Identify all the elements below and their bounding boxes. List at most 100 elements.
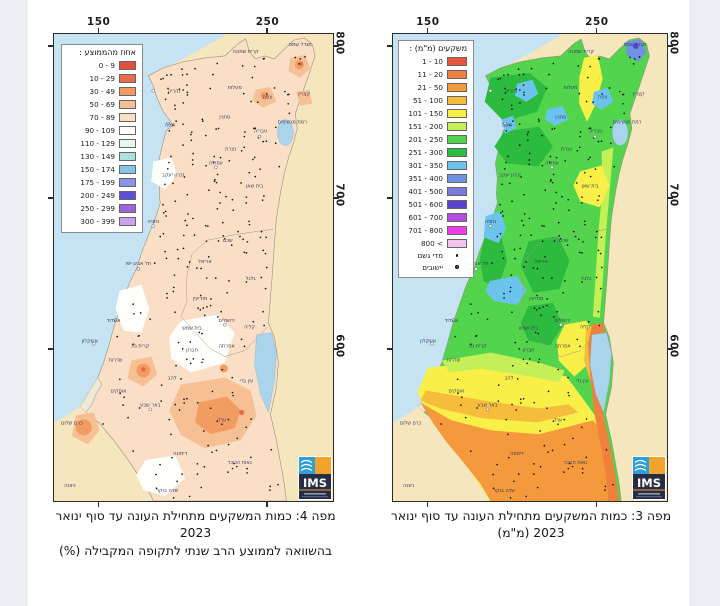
ims-logo: IMS [298,456,332,500]
legend-range-label: 150 - 174 [80,165,115,174]
place-label: אריאל [535,259,548,265]
legend-swatch [119,178,136,187]
y-tick-label: 800 [333,31,346,55]
place-label: תל אביב-יפו [463,261,488,267]
legend-swatch [447,200,467,209]
place-label: באר שבע [478,402,498,408]
tick-mark [595,28,598,33]
legend-row: 30 - 49 [68,85,136,98]
legend-swatch [119,204,136,213]
legend-row: 175 - 199 [68,176,136,189]
legend-swatch [447,122,467,131]
place-label: עין גדי [240,379,253,385]
legend-range-label: 351 - 400 [408,174,443,183]
place-label: בית שאן [581,183,598,189]
legend-swatch [119,61,136,70]
map3-legend: משקעים (מ"מ) : 1 - 10 11 - 20 21 - 50 51 - … [398,40,474,278]
y-tick-label: 700 [667,183,680,207]
place-label: רמת מגשימים [278,120,308,126]
tick-mark [334,348,339,350]
legend-range-label: 130 - 149 [80,152,115,161]
right-gutter [689,0,720,606]
y-tick-label: 600 [667,334,680,358]
place-label: חברון [186,348,198,354]
place-label: קרית גת [469,344,487,350]
place-label: קרית שמונה [568,49,594,55]
place-label: להב [505,375,514,381]
place-label: שדרות [109,358,123,364]
tick-mark [668,197,673,199]
x-tick-label: 250 [585,16,609,28]
place-label: שכם [559,238,569,244]
place-label: שדה בוקר [493,488,515,494]
legend-range-label: 300 - 399 [80,217,115,226]
map3-panel: מגדל שמס קרית שמונה נהריה מעלות צפת קצרין חיפה… [387,16,679,507]
place-label: חברון [523,348,535,354]
legend-row: 101 - 150 [405,107,467,120]
legend-range-label: 201 - 250 [408,135,443,144]
map3-caption-line1: מפה 3: כמות המשקעים מתחילת העונה עד סוף … [390,509,672,523]
place-label: סחנין [555,115,566,121]
place-label: נהריה [168,89,181,95]
tick-mark [426,502,429,507]
legend-swatch [119,165,136,174]
legend-row: 11 - 20 [405,68,467,81]
legend-swatch [447,187,467,196]
place-label: נתניה [485,219,497,225]
logo-sun-square [649,457,665,474]
legend-row: 200 - 249 [68,189,136,202]
legend-range-label: 151 - 200 [408,122,443,131]
place-label: בית שאן [246,183,263,189]
legend-range-label: 601 - 700 [408,213,443,222]
y-tick-label: 700 [333,183,346,207]
legend-swatch [447,226,467,235]
tick-mark [387,45,392,47]
legend-swatch [119,87,136,96]
place-label: קצרין [633,92,645,98]
legend-range-label: 110 - 129 [80,139,115,148]
legend-swatch [447,239,467,248]
legend-swatch [119,139,136,148]
place-label: אריאל [198,259,212,265]
legend-row: 130 - 149 [68,150,136,163]
legend-row: 401 - 500 [405,185,467,198]
place-label: צפת [598,95,607,101]
legend-swatch [447,213,467,222]
legend-swatch [447,96,467,105]
legend-row: 301 - 350 [405,159,467,172]
legend-swatch [119,74,136,83]
legend-title: אחוז מהממוצע : [79,48,136,57]
place-label: כרם שלום [400,420,422,426]
legend-swatch [447,174,467,183]
rain-gauge-dot-icon [455,254,459,258]
tick-mark [334,45,339,47]
legend-row: 701 - 800 [405,224,467,237]
legend-row: 0 - 9 [68,59,136,72]
legend-range-label: 21 - 50 [417,83,443,92]
legend-range-label: 11 - 20 [417,70,443,79]
place-label: קצרין [298,92,310,98]
x-tick-label: 150 [86,16,111,28]
legend-row: 501 - 600 [405,198,467,211]
place-label: כרם שלום [61,420,83,426]
place-label: טבריה [254,129,267,135]
logo-acronym: IMS [637,476,661,490]
legend-swatch [119,126,136,135]
legend-range-label: 701 - 800 [408,226,443,235]
legend-rows: 0 - 9 10 - 29 30 - 49 50 - 69 70 - 89 90 - 10… [68,59,136,228]
legend-swatch [447,148,467,157]
legend-swatch [447,109,467,118]
place-label: ניצנה [64,483,75,489]
place-label: ערד [217,417,226,423]
legend-range-label: 50 - 69 [89,100,115,109]
place-label: מודיעין [529,296,543,302]
place-label: דימונה [510,451,524,457]
legend-swatch [119,113,136,122]
legend-range-label: 101 - 150 [408,109,443,118]
legend-range-label: 800 < [420,239,443,248]
map4-caption: מפה 4: כמות המשקעים מתחילת העונה עד סוף … [38,508,353,560]
place-label: מעלות [564,85,578,91]
place-label: זכרון יעקב [499,172,521,178]
legend-row: 300 - 399 [68,215,136,228]
